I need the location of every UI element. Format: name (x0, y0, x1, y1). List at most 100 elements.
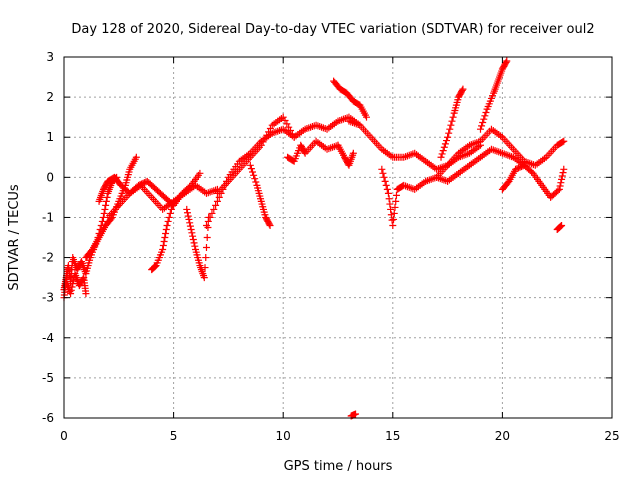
data-point (362, 113, 370, 121)
series-arc-17 (437, 85, 467, 161)
data-point (392, 191, 400, 199)
x-axis-label: GPS time / hours (284, 459, 393, 474)
data-point (102, 201, 110, 209)
series-arc-11 (284, 137, 342, 165)
series-arc-6 (148, 197, 178, 274)
data-point (448, 117, 456, 125)
data-point (101, 205, 109, 213)
data-point (378, 165, 386, 173)
data-point (558, 172, 566, 180)
data-point (185, 215, 193, 223)
x-tick-label: 0 (60, 429, 68, 443)
series-arc-18 (476, 57, 511, 133)
data-point (202, 221, 210, 229)
series-arc-2 (60, 270, 90, 302)
series-arc-8 (202, 113, 364, 229)
data-point (503, 57, 511, 65)
data-point (557, 222, 565, 230)
data-point (445, 129, 453, 137)
data-point (482, 108, 490, 116)
data-point (132, 153, 140, 161)
data-point (166, 209, 174, 217)
y-tick-label: -4 (42, 331, 54, 345)
series-arc-13 (334, 141, 357, 169)
data-point (478, 122, 486, 130)
series-arc-10 (246, 161, 274, 229)
data-point (556, 182, 564, 190)
data-points (60, 57, 568, 420)
data-point (389, 221, 397, 229)
data-point (352, 410, 360, 418)
data-point (446, 125, 454, 133)
series-arc-14 (345, 117, 484, 173)
data-point (200, 274, 208, 282)
data-point (163, 221, 171, 229)
plot-frame (63, 56, 613, 419)
data-point (390, 209, 398, 217)
series-arc-3 (82, 153, 140, 262)
data-point (558, 175, 566, 183)
series-arc-1 (60, 173, 121, 294)
data-point (206, 213, 214, 221)
chart-title: Day 128 of 2020, Sidereal Day-to-day VTE… (71, 22, 594, 37)
data-point (161, 234, 169, 241)
data-point (188, 229, 196, 237)
data-point (250, 171, 258, 179)
data-point (68, 283, 76, 291)
data-point (387, 205, 395, 213)
series-arc-9 (213, 113, 298, 197)
data-point (559, 169, 567, 177)
data-point (204, 217, 212, 225)
data-point (187, 225, 195, 233)
data-point (82, 290, 90, 298)
data-point (164, 217, 172, 225)
y-axis-label: SDTVAR / TECUs (7, 184, 22, 291)
data-point (266, 125, 274, 133)
data-point (186, 219, 194, 227)
data-point (210, 205, 218, 213)
data-point (162, 225, 170, 233)
data-point (480, 115, 488, 123)
data-point (170, 197, 178, 205)
data-point (196, 169, 204, 177)
y-tick-label: 3 (46, 50, 54, 64)
data-point (190, 239, 198, 247)
data-point (251, 175, 259, 183)
data-point (183, 205, 191, 213)
x-tick-label: 20 (495, 429, 510, 443)
data-point (459, 85, 467, 93)
data-point (212, 201, 220, 209)
data-point (79, 275, 87, 283)
data-point (159, 246, 167, 254)
data-point (449, 113, 457, 121)
data-point (203, 234, 211, 241)
data-point (557, 179, 565, 187)
data-point (169, 201, 177, 209)
axis-ticks: 0 5 10 15 20 25 -6 -5 -4 -3 -2 -1 0 1 2 3 (42, 50, 620, 443)
x-tick-label: 25 (604, 429, 619, 443)
y-tick-label: -2 (42, 251, 54, 265)
y-tick-label: -1 (42, 210, 54, 224)
data-point (392, 197, 400, 205)
data-point (103, 193, 111, 201)
data-point (67, 286, 75, 294)
data-point (554, 187, 562, 195)
data-point (252, 178, 260, 186)
y-tick-label: -3 (42, 291, 54, 305)
series-arc-15 (378, 145, 528, 229)
data-point (558, 221, 566, 229)
data-point (67, 290, 75, 298)
data-point (437, 153, 445, 161)
data-point (186, 222, 194, 230)
data-point (447, 121, 455, 129)
data-point (441, 140, 449, 148)
data-point (201, 264, 209, 272)
x-tick-label: 10 (276, 429, 291, 443)
data-point (183, 209, 191, 217)
data-point (443, 137, 451, 145)
x-tick-label: 15 (385, 429, 400, 443)
data-point (69, 280, 77, 288)
data-point (380, 173, 388, 181)
data-point (189, 236, 197, 244)
